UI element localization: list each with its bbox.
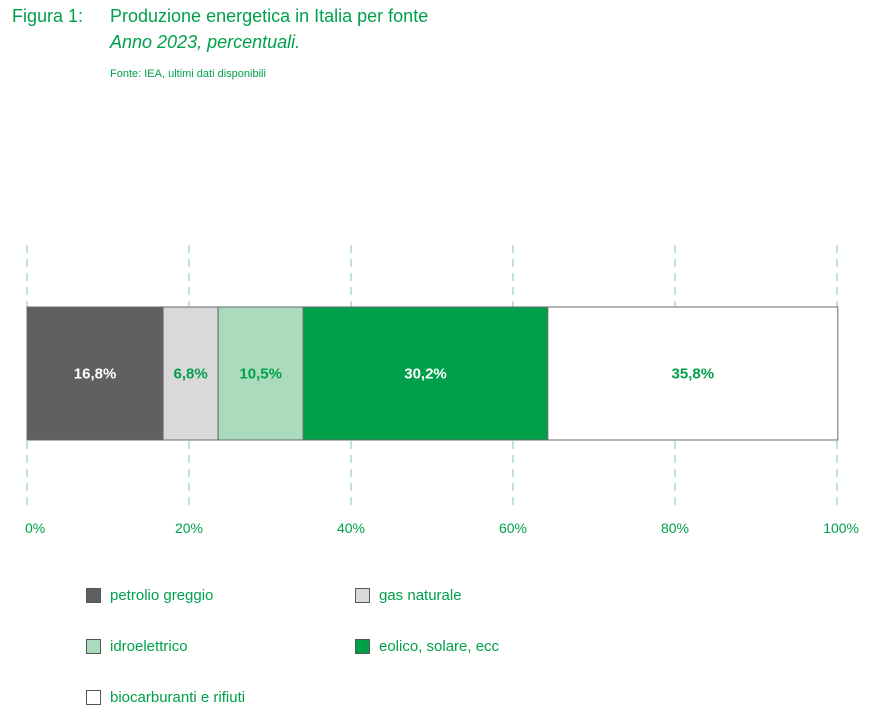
tick-label-5: 100%: [823, 520, 859, 536]
legend-swatch: [86, 588, 101, 603]
figure-label: Figura 1:: [12, 6, 84, 26]
legend-item-2: idroelettrico: [86, 638, 188, 655]
chart-subtitle: Anno 2023, percentuali.: [110, 32, 301, 52]
data-label-0: 16,8%: [74, 366, 117, 383]
data-label-3: 30,2%: [404, 366, 447, 383]
bar-segment-1: [162, 306, 219, 441]
bar-segment-4: [547, 306, 839, 441]
chart-title: Produzione energetica in Italia per font…: [110, 6, 429, 26]
legend-label: eolico, solare, ecc: [379, 638, 500, 655]
tick-label-3: 60%: [499, 520, 527, 536]
tick-label-4: 80%: [661, 520, 689, 536]
tick-label-0: 0%: [25, 520, 45, 536]
segment-labels: 16,8% 6,8% 10,5% 30,2% 35,8%: [74, 366, 714, 383]
legend-swatch: [86, 690, 101, 705]
legend-label: biocarburanti e rifiuti: [110, 689, 246, 706]
legend-item-3: eolico, solare, ecc: [355, 638, 499, 655]
data-label-2: 10,5%: [239, 366, 282, 383]
legend-item-1: gas naturale: [355, 587, 462, 604]
legend-label: gas naturale: [379, 587, 462, 604]
bar-segments: [26, 306, 839, 441]
bar-segment-0: [26, 306, 164, 441]
bar-segment-3: [302, 306, 549, 441]
legend-item-4: biocarburanti e rifiuti: [86, 689, 245, 706]
x-axis-ticks: 0% 20% 40% 60% 80% 100%: [25, 520, 859, 536]
legend-swatch: [355, 639, 370, 654]
stacked-bar-chart: 16,8% 6,8% 10,5% 30,2% 35,8% 0% 20% 40% 60% 80% 1…: [25, 245, 859, 536]
data-label-1: 6,8%: [174, 366, 208, 383]
data-label-4: 35,8%: [672, 366, 715, 383]
legend-label: idroelettrico: [110, 638, 188, 655]
legend-swatch: [86, 639, 101, 654]
legend-item-0: petrolio greggio: [86, 587, 213, 604]
tick-label-1: 20%: [175, 520, 203, 536]
legend-swatch: [355, 588, 370, 603]
legend-label: petrolio greggio: [110, 587, 214, 604]
tick-label-2: 40%: [337, 520, 365, 536]
chart-source: Fonte: IEA, ultimi dati disponibili: [110, 68, 266, 80]
